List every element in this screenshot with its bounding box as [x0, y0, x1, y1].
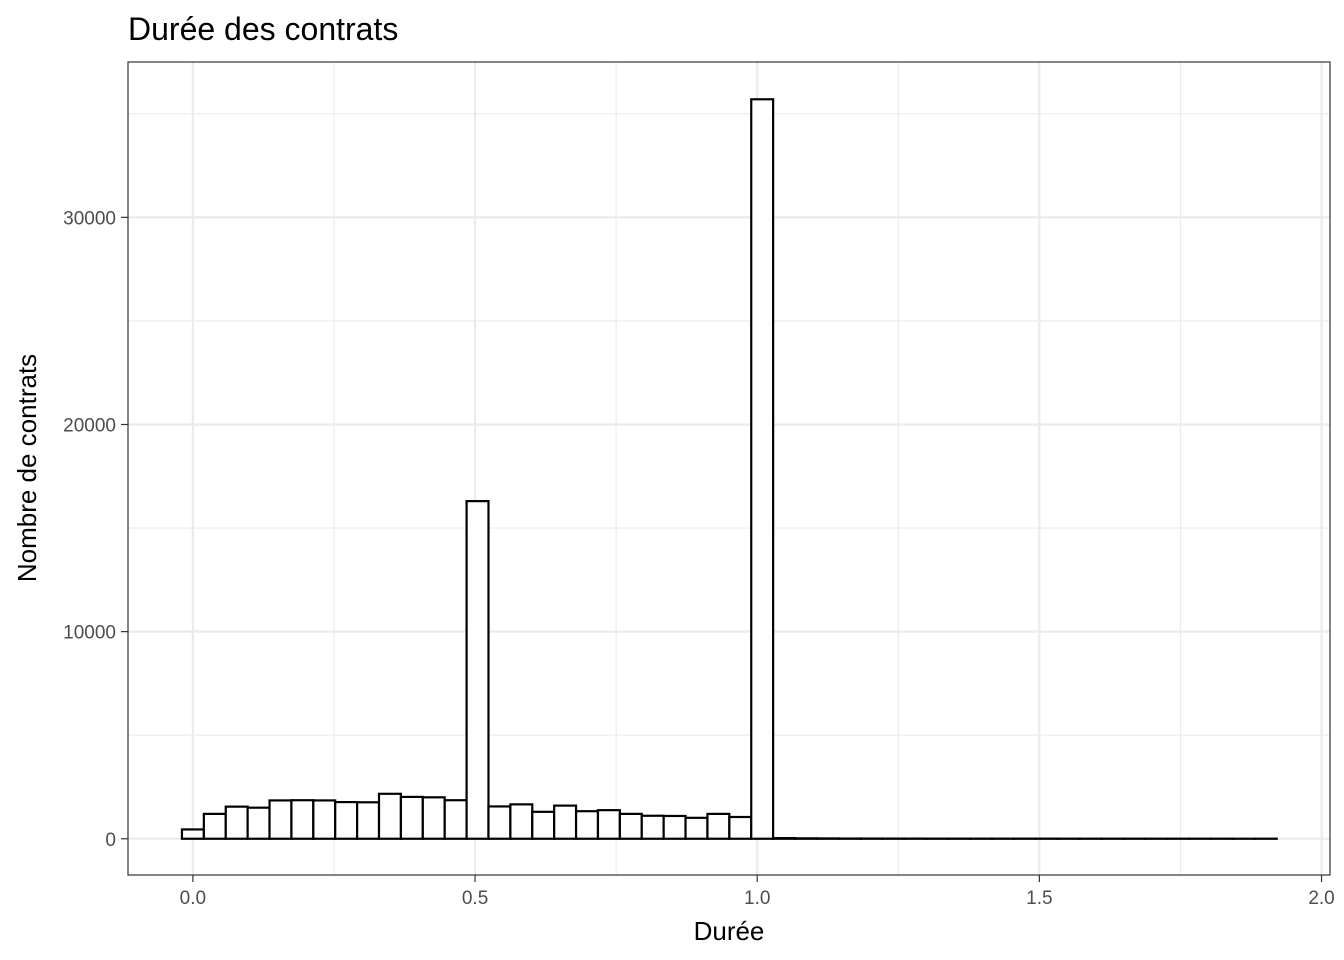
axis-ticks: 0.0 0.5 1.0 1.5 2.0 0 10000 20000 30000: [63, 208, 1335, 909]
histogram-bar: [268, 799, 293, 840]
x-tick-label: 0.5: [462, 888, 488, 909]
histogram-bar: [487, 805, 512, 840]
histogram-bar: [618, 812, 643, 840]
histogram-bar: [356, 801, 381, 840]
histogram-bar: [772, 837, 797, 840]
histogram-bar: [706, 812, 731, 840]
histogram-bar: [509, 803, 534, 840]
x-tick-label: 1.5: [1026, 888, 1052, 909]
histogram-bar: [202, 812, 227, 840]
histogram-bar: [553, 804, 578, 840]
histogram-bar: [377, 792, 403, 840]
grid-lines: [128, 62, 1330, 875]
y-tick-label: 0: [105, 830, 116, 851]
histogram-bar: [684, 816, 709, 840]
histogram-bar: [290, 799, 315, 840]
x-tick-label: 2.0: [1308, 888, 1334, 909]
x-axis-title: Durée: [694, 916, 765, 946]
histogram-bar: [224, 805, 249, 840]
y-tick-label: 10000: [63, 623, 116, 644]
histogram-bar: [312, 799, 337, 840]
histogram-bar: [728, 815, 753, 840]
chart-title: Durée des contrats: [128, 11, 398, 47]
histogram-bar: [640, 814, 665, 840]
x-tick-label: 0.0: [180, 888, 206, 909]
y-axis-title: Nombre de contrats: [12, 354, 42, 582]
histogram-bar: [334, 800, 359, 840]
y-tick-label: 20000: [63, 415, 116, 436]
panel-border: [127, 61, 1331, 876]
histogram-bar: [596, 809, 621, 840]
histogram-bars: [180, 98, 1278, 840]
histogram-bar: [465, 500, 490, 840]
histogram-bar: [180, 828, 205, 840]
histogram-bar: [574, 810, 600, 840]
histogram-bar: [399, 795, 424, 840]
histogram-bar: [421, 796, 446, 840]
histogram-bar: [662, 814, 687, 840]
histogram-bar: [246, 806, 271, 840]
histogram-bar: [750, 98, 775, 840]
histogram-bar: [531, 810, 556, 840]
histogram-bar: [443, 799, 468, 840]
x-tick-label: 1.0: [744, 888, 770, 909]
y-tick-label: 30000: [63, 208, 116, 229]
